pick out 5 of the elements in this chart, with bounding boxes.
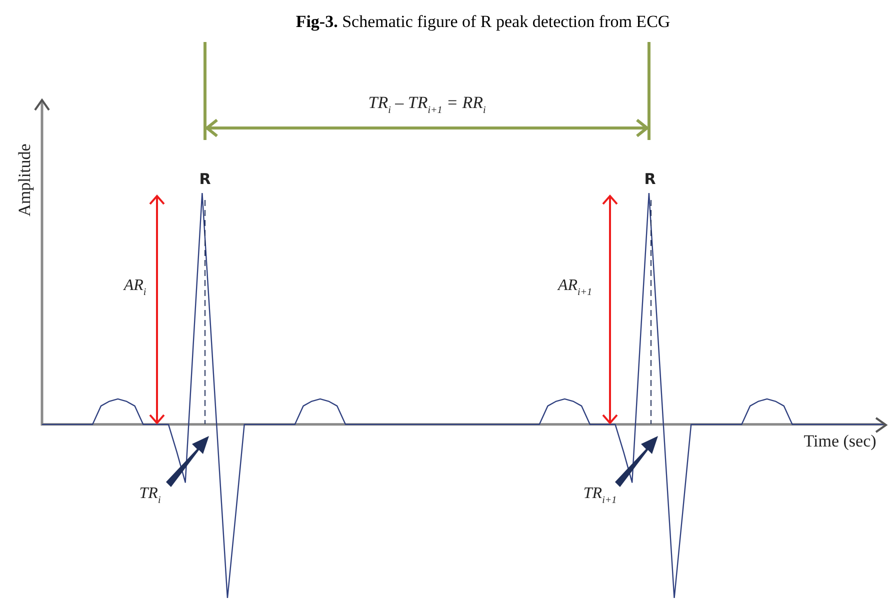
text: R (644, 170, 656, 188)
y-axis-title: Amplitude (15, 144, 34, 216)
text: R (199, 170, 212, 188)
x-axis-title: Time (sec) (804, 431, 876, 450)
chart-title: Fig-3. Schematic figure of R peak detection from ECG (294, 12, 672, 32)
